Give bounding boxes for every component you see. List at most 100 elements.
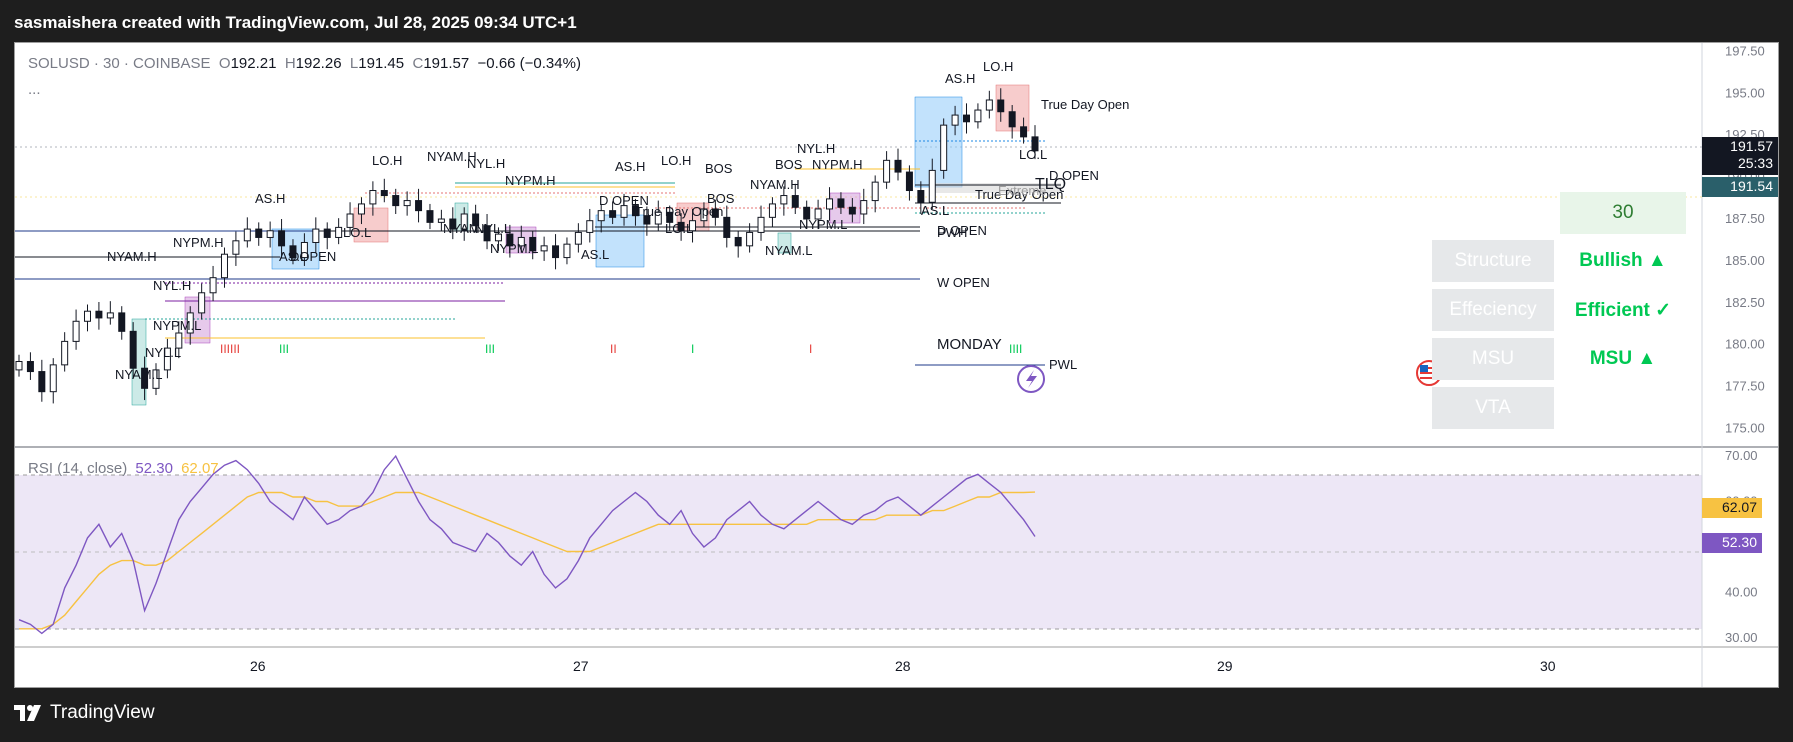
annotation-true-day-open-2: True Day Open xyxy=(1041,97,1129,112)
candle-body xyxy=(860,200,868,215)
candle-body xyxy=(1008,111,1016,128)
annotation-nypm-l: NYPM.L xyxy=(153,318,201,333)
marker-green-3: I xyxy=(691,342,694,356)
timeframe-cell: 30 xyxy=(1560,192,1686,234)
time-tick-label: 30 xyxy=(1540,658,1556,674)
annotation-lo-h: LO.H xyxy=(372,153,402,168)
candle-body xyxy=(357,203,365,215)
time-tick-label: 26 xyxy=(250,658,266,674)
last-price-value: 191.57 xyxy=(1730,138,1773,154)
candle-body xyxy=(803,206,811,220)
annotation-nyl-h: NYL.H xyxy=(153,278,191,293)
rsi-legend-ma-value: 62.07 xyxy=(181,460,219,477)
annotation-nyam-h-3: NYAM.H xyxy=(750,177,800,192)
candle-body xyxy=(974,109,982,123)
candle-body xyxy=(757,216,765,233)
candle-body xyxy=(175,332,183,349)
msu-value: MSU ▲ xyxy=(1589,348,1657,369)
chart-frame[interactable]: 197.50195.00192.50190.00187.50185.00182.… xyxy=(14,42,1779,688)
candle-body xyxy=(83,310,91,322)
candle-body xyxy=(49,364,57,393)
rsi-tick-label: 40.00 xyxy=(1725,584,1758,599)
vta-value xyxy=(1560,387,1686,429)
rsi-value-tag: 52.30 xyxy=(1702,533,1762,553)
candle-body xyxy=(609,210,617,218)
change-value: −0.66 (−0.34%) xyxy=(477,55,581,72)
second-price-tag: 191.54 xyxy=(1702,177,1778,197)
price-axis-labels: 197.50195.00192.50190.00187.50185.00182.… xyxy=(1725,43,1765,435)
candle-body xyxy=(928,169,936,203)
candle-body xyxy=(597,210,605,222)
candle-body xyxy=(963,114,971,123)
rsi-line xyxy=(18,454,1036,635)
high-label: H xyxy=(284,55,296,72)
annotation-as-h-3: AS.H xyxy=(945,71,975,86)
candle-body xyxy=(620,205,628,218)
candle-body xyxy=(346,213,354,228)
price-tick-label: 180.00 xyxy=(1725,337,1765,352)
candle-body xyxy=(883,159,891,183)
candle-body xyxy=(723,216,731,238)
candle-body xyxy=(552,245,560,259)
tradingview-logo[interactable]: TradingView xyxy=(14,702,155,724)
candle-body xyxy=(61,340,69,366)
candle-body xyxy=(437,218,445,223)
candle-body xyxy=(186,312,194,334)
close-value: 191.57 xyxy=(423,55,470,72)
candle-body xyxy=(15,361,23,371)
candle-body xyxy=(426,210,434,223)
rsi-ma-tag: 62.07 xyxy=(1702,498,1762,518)
price-tick-label: 195.00 xyxy=(1725,85,1765,100)
candle-body xyxy=(460,213,468,230)
annotation-nyl-l-2: NYL.L xyxy=(475,221,511,236)
efficiency-label: Effeciency xyxy=(1432,289,1554,331)
candle-body xyxy=(449,218,457,230)
efficiency-value: Efficient ✓ xyxy=(1574,299,1672,321)
rsi-legend[interactable]: RSI (14, close) 52.30 62.07 xyxy=(28,460,219,477)
annotation-nyam-l-3: NYAM.L xyxy=(765,243,812,258)
annotation-nypm-h: NYPM.H xyxy=(173,235,224,250)
price-tick-label: 177.50 xyxy=(1725,379,1765,394)
candle-body xyxy=(814,208,822,220)
candle-body xyxy=(289,245,297,259)
top-bar: sasmaishera created with TradingView.com… xyxy=(0,0,1793,42)
candle-body xyxy=(152,369,160,389)
symbol-name[interactable]: SOLUSD · 30 · COINBASE xyxy=(28,55,211,72)
candle-body xyxy=(951,114,959,126)
candle-body xyxy=(689,220,697,232)
session-box-asia-2 xyxy=(595,214,645,268)
annotation-bos-3: BOS xyxy=(775,157,803,172)
tradingview-logo-icon xyxy=(14,705,41,721)
candle-body xyxy=(335,226,343,238)
price-tick-label: 182.50 xyxy=(1725,295,1765,310)
price-tick-label: 175.00 xyxy=(1725,421,1765,436)
candle-body xyxy=(1031,136,1039,152)
symbol-legend[interactable]: SOLUSD · 30 · COINBASE O192.21 H192.26 L… xyxy=(28,55,581,72)
price-tick-label: 197.50 xyxy=(1725,43,1765,58)
candle-body xyxy=(540,245,548,252)
high-value: 192.26 xyxy=(295,55,342,72)
rsi-legend-value: 52.30 xyxy=(135,460,173,477)
candle-body xyxy=(220,253,228,279)
header-title: sasmaishera created with TradingView.com… xyxy=(14,13,577,32)
last-price-tag: 191.57 25:33 xyxy=(1702,137,1778,175)
legend-more-button[interactable]: ... xyxy=(28,81,41,98)
candle-body xyxy=(677,221,685,232)
chart-canvas[interactable]: 197.50195.00192.50190.00187.50185.00182.… xyxy=(15,43,1778,687)
candle-body xyxy=(848,206,856,215)
annotation-tlq: TLQ xyxy=(1035,176,1066,193)
candle-body xyxy=(985,99,993,111)
candle-body xyxy=(494,233,502,242)
msu-label: MSU xyxy=(1432,338,1554,380)
marker-green-4: IIII xyxy=(1009,342,1022,356)
annotation-as-l: AS.L xyxy=(279,249,307,264)
candle-body xyxy=(631,205,639,217)
annotation-as-h: AS.H xyxy=(255,191,285,206)
annotation-as-h-2: AS.H xyxy=(615,159,645,174)
lightning-icon[interactable] xyxy=(1017,365,1045,393)
candle-body xyxy=(574,231,582,245)
marker-red-1: IIIIII xyxy=(220,342,240,356)
candle-body xyxy=(654,211,662,225)
annotation-as-l-2: AS.L xyxy=(581,247,609,262)
annotation-lo-h-2: LO.H xyxy=(661,153,691,168)
